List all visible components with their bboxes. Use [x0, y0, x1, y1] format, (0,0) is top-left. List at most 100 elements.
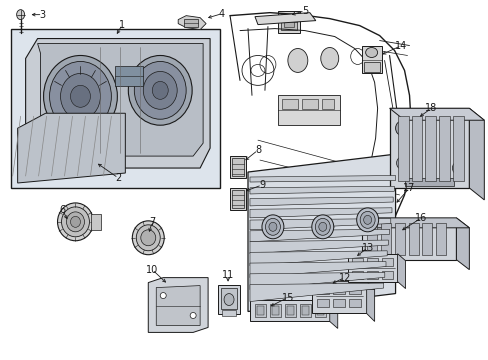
Bar — [301, 306, 308, 315]
Polygon shape — [455, 218, 468, 270]
Bar — [397, 116, 407, 181]
Text: 6: 6 — [60, 205, 65, 215]
Bar — [436, 223, 446, 255]
Ellipse shape — [451, 162, 462, 174]
Ellipse shape — [136, 225, 160, 251]
Ellipse shape — [66, 212, 84, 232]
Bar — [301, 99, 317, 109]
Polygon shape — [18, 113, 125, 183]
Ellipse shape — [395, 121, 407, 135]
Bar — [348, 285, 360, 293]
Polygon shape — [249, 262, 385, 278]
Bar — [361, 218, 455, 260]
Polygon shape — [311, 282, 374, 289]
Ellipse shape — [363, 215, 371, 224]
Ellipse shape — [360, 211, 374, 228]
Polygon shape — [249, 176, 395, 182]
Text: 8: 8 — [254, 145, 261, 155]
Ellipse shape — [17, 10, 24, 20]
Bar — [425, 116, 436, 181]
Ellipse shape — [287, 49, 307, 72]
Polygon shape — [249, 283, 383, 302]
Bar — [277, 95, 339, 125]
Text: 5: 5 — [301, 6, 307, 15]
Ellipse shape — [396, 157, 406, 169]
Ellipse shape — [152, 81, 168, 99]
Bar — [271, 306, 278, 315]
Bar — [184, 19, 198, 27]
Polygon shape — [254, 13, 315, 24]
Bar — [299, 303, 310, 318]
Bar — [363, 62, 379, 72]
Bar — [256, 306, 264, 315]
Bar — [316, 285, 328, 293]
Text: 16: 16 — [414, 213, 427, 223]
Text: 15: 15 — [281, 293, 293, 302]
Bar — [284, 17, 293, 27]
Text: 4: 4 — [219, 9, 224, 19]
Bar — [221, 288, 237, 310]
Bar — [11, 28, 220, 188]
Polygon shape — [25, 39, 210, 168]
Polygon shape — [249, 197, 392, 206]
Polygon shape — [366, 282, 374, 321]
Ellipse shape — [224, 293, 234, 306]
Polygon shape — [249, 273, 384, 289]
Bar — [351, 258, 362, 266]
Ellipse shape — [134, 62, 186, 119]
Polygon shape — [249, 229, 389, 242]
Ellipse shape — [143, 71, 177, 109]
Polygon shape — [178, 15, 205, 30]
Bar — [218, 285, 240, 315]
Ellipse shape — [311, 215, 333, 239]
Bar — [332, 298, 344, 306]
Polygon shape — [249, 240, 387, 254]
Ellipse shape — [61, 207, 89, 237]
Bar — [332, 285, 344, 293]
Bar — [222, 310, 236, 316]
Text: 3: 3 — [40, 10, 45, 20]
Bar — [380, 223, 390, 255]
Polygon shape — [156, 285, 200, 325]
Bar — [280, 14, 296, 30]
Polygon shape — [249, 186, 393, 194]
Polygon shape — [397, 254, 405, 289]
Bar — [439, 116, 449, 181]
Polygon shape — [468, 108, 483, 200]
Text: 2: 2 — [115, 173, 121, 183]
Bar — [254, 303, 265, 318]
Bar — [229, 156, 245, 178]
Bar — [347, 254, 397, 282]
Bar — [232, 158, 244, 176]
Ellipse shape — [61, 73, 100, 119]
Bar — [381, 271, 392, 279]
Bar — [411, 116, 422, 181]
Bar — [115, 67, 143, 86]
Bar — [321, 99, 333, 109]
Bar — [281, 99, 297, 109]
Bar — [348, 298, 360, 306]
Bar — [351, 271, 362, 279]
Ellipse shape — [268, 222, 276, 231]
Bar — [381, 258, 392, 266]
Polygon shape — [361, 218, 468, 228]
Bar — [316, 298, 328, 306]
Text: 14: 14 — [395, 41, 407, 50]
Bar — [286, 306, 293, 315]
Polygon shape — [389, 108, 483, 120]
Text: 11: 11 — [222, 270, 234, 280]
Ellipse shape — [190, 312, 196, 319]
Text: 9: 9 — [258, 180, 264, 190]
Ellipse shape — [356, 208, 378, 232]
Ellipse shape — [70, 216, 81, 227]
Bar — [366, 271, 377, 279]
Ellipse shape — [320, 48, 338, 69]
Bar — [452, 116, 464, 181]
Bar — [316, 306, 323, 315]
Polygon shape — [249, 251, 386, 266]
Ellipse shape — [43, 55, 117, 137]
Ellipse shape — [141, 230, 156, 246]
Polygon shape — [249, 219, 390, 230]
Polygon shape — [38, 44, 203, 156]
Bar — [407, 223, 418, 255]
